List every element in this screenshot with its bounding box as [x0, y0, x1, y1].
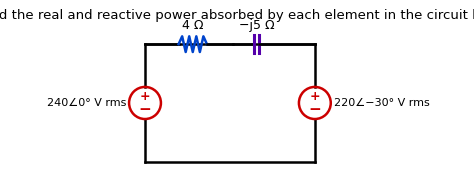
- Text: 4 Ω: 4 Ω: [182, 19, 203, 32]
- Text: +: +: [310, 90, 320, 103]
- Text: −j5 Ω: −j5 Ω: [238, 19, 274, 32]
- Text: 220∠−30° V rms: 220∠−30° V rms: [334, 98, 429, 108]
- Text: −: −: [138, 102, 151, 117]
- Text: 1.  Find the real and reactive power absorbed by each element in the circuit bel: 1. Find the real and reactive power abso…: [0, 9, 474, 22]
- Text: −: −: [309, 102, 321, 117]
- Text: 240∠0° V rms: 240∠0° V rms: [47, 98, 126, 108]
- Text: +: +: [140, 90, 150, 103]
